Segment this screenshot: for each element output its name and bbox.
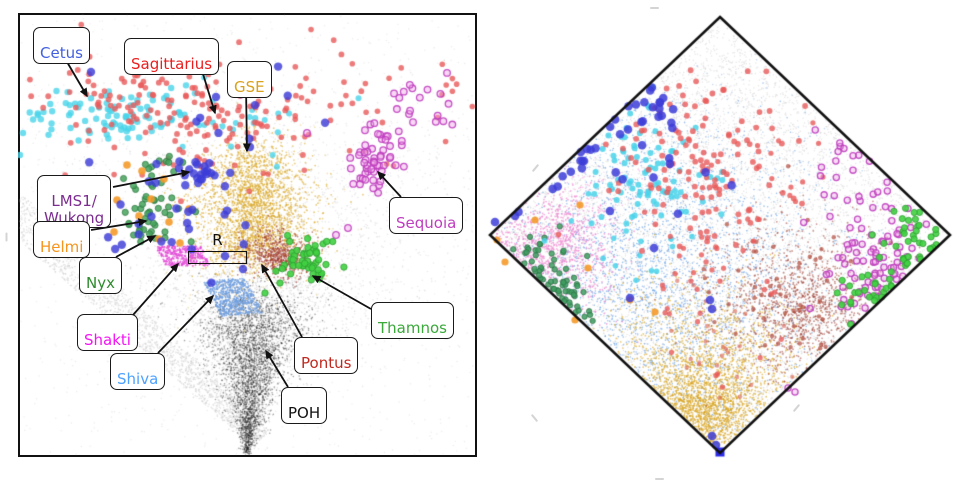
annotation-text: Sagittarius <box>131 54 213 73</box>
r-selection-rect <box>188 251 247 264</box>
annotation-cetus: Cetus <box>33 27 90 64</box>
annotation-shakti: Shakti <box>77 314 138 351</box>
annotation-text: Helmi <box>40 237 84 256</box>
annotation-shiva: Shiva <box>110 353 166 390</box>
annotation-thamnos: Thamnos <box>371 302 454 339</box>
annotation-nyx: Nyx <box>79 257 122 294</box>
annotation-text: Sequoia <box>396 213 457 232</box>
annotation-text: GSE <box>234 77 265 96</box>
annotation-poh: POH <box>281 387 328 424</box>
annotation-text: Pontus <box>301 353 352 372</box>
annotation-sequoia: Sequoia <box>389 197 464 234</box>
annotation-helmi: Helmi <box>33 221 91 258</box>
annotation-text: Shakti <box>84 330 131 349</box>
tick-mark <box>5 232 8 242</box>
right-scatter-canvas <box>480 0 960 489</box>
annotation-text: Cetus <box>40 43 83 62</box>
annotation-text: Nyx <box>86 273 115 292</box>
annotation-text: Thamnos <box>378 318 447 337</box>
annotation-text: Shiva <box>117 369 159 388</box>
annotation-sagittarius: Sagittarius <box>124 38 220 75</box>
annotation-gse: GSE <box>227 61 272 98</box>
tick-mark <box>655 478 664 480</box>
annotation-pontus: Pontus <box>294 337 359 374</box>
annotation-text: POH <box>288 403 321 422</box>
tick-mark <box>650 7 659 9</box>
r-selection-label: R <box>212 231 223 249</box>
